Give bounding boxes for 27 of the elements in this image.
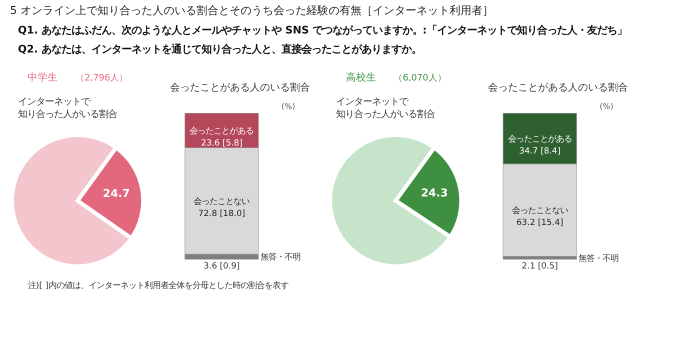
text: インターネットで知り合った人がいる割合 [18,96,117,120]
series-label: 会ったことがある [508,134,572,144]
chart-subtitle: （2,796人） [76,72,128,84]
data-label: 2.1 [0.5] [522,260,558,270]
series-label: 会ったことない [194,196,250,206]
chart-title: 高校生 [346,71,376,84]
data-label: 3.6 [0.9] [204,260,240,270]
y-axis-title: (%) [600,102,614,112]
text: Q1. あなたはふだん、次のような人とメールやチャットや SNS でつながっていますか。:「インターネットで知り合った人・友だち」 Q2. あなたは、インターネットを通じて知り合った人と、直接会ったことがありますか。 [18,24,627,56]
y-axis-title: (%) [281,102,296,112]
text: 5 オンライン上で知り合った人のいる割合とそのうち会った経験の有無［インターネット利用者］ [10,4,494,17]
chart-title: 中学生 [28,71,58,84]
chart-subtitle: （6,070人） [394,72,446,84]
data-label: 24.7 [102,187,130,200]
series-label: 会ったことない [512,205,568,216]
data-label: 23.6 [5.8] [200,137,242,148]
chart-title: 会ったことがある人のいる割合 [170,81,310,94]
chart-title: 会ったことがある人のいる割合 [488,81,628,94]
data-label: 24.3 [420,186,448,200]
text: インターネットで知り合った人がいる割合 [336,96,436,120]
data-label: 63.2 [15.4] [516,217,564,228]
series-label: 無答・不明 [578,252,619,263]
series-label: 会ったことがある [190,125,254,136]
data-label: 34.7 [8.4] [519,145,561,156]
data-label: 72.8 [18.0] [198,208,246,218]
text: 注)[ ]内の値は、インターネット利用者全体を分母とした時の割合を表す [28,280,288,290]
series-label: 無答・不明 [260,252,300,262]
